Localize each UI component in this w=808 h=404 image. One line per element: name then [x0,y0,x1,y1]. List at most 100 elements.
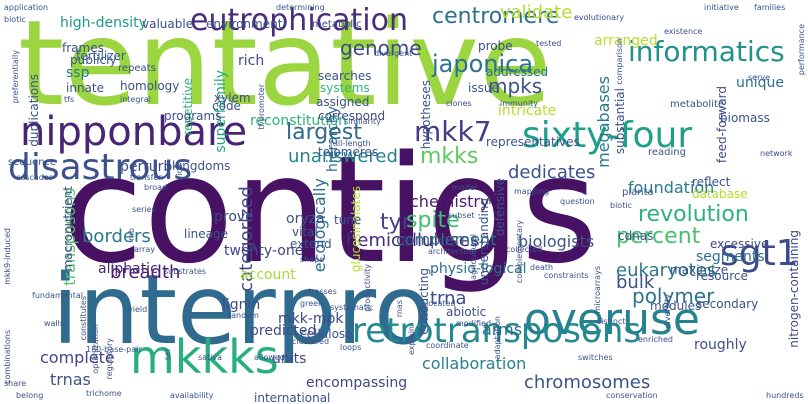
cloud-word: retrotransposons [352,311,642,351]
cloud-word: unanswered [288,146,398,167]
cloud-word: fundamental [32,291,83,300]
cloud-word: japonica [432,50,534,78]
cloud-word: searches [318,69,372,83]
cloud-word: kingdoms [172,159,231,173]
cloud-word: mkkks [130,330,279,384]
cloud-word: rich [238,53,265,69]
cloud-word: roughly [694,337,747,353]
cloud-word: segments [696,249,765,265]
cloud-word: predicted [250,323,317,339]
cloud-word: subset [448,211,475,220]
cloud-word: tune [334,213,362,227]
cloud-word: biotic [4,15,26,24]
cloud-word: application [4,3,49,12]
cloud-word: homology [120,79,180,93]
cloud-word: sixty-four [522,115,693,156]
cloud-word: systems [320,81,370,95]
cloud-word: tfs [64,95,75,104]
cloud-word: percent [616,224,701,249]
cloud-word: ssp [66,65,90,81]
cloud-word: distinct [596,317,626,326]
cloud-word: share [4,379,27,388]
cloud-word: allowed [254,353,285,362]
cloud-word: arms [482,320,523,339]
cloud-word: database [692,187,748,201]
cloud-word: centromere [432,4,560,29]
cloud-word: conservation [606,391,658,400]
cloud-word: international [254,391,331,404]
cloud-word: secondary [696,297,759,311]
cloud-word: resource [696,269,748,283]
cloud-word: oryza [286,211,325,227]
cloud-word: publicly [70,53,117,67]
cloud-word: macronutrient [61,186,75,272]
cloud-word: repetitive [181,78,195,136]
cloud-word: network [760,149,793,158]
cloud-word: aliphatic [98,261,158,277]
cloud-word: informatics [628,35,785,68]
cloud-word: nitrogen-containing [787,230,801,348]
cloud-word: switches [578,353,613,362]
cloud-word: rice [175,164,184,179]
cloud-word: megabases [594,76,613,168]
cloud-word: metabolic [312,19,362,30]
cloud-word: full-length [330,139,371,148]
cloud-word: divergent [374,49,413,58]
cloud-word: 180-base-pair [86,345,142,354]
cloud-word: tf/promoter [257,84,266,130]
cloud-word: constitutes [79,296,88,341]
cloud-word: performance [797,24,806,76]
cloud-word: biomass [720,111,770,125]
cloud-word: breadth [110,262,181,283]
cloud-word: mkk9-induced [3,228,12,285]
cloud-word: eutrophication [190,3,408,38]
cloud-word: sgt1 [720,233,799,274]
cloud-word: preferentially [11,50,20,104]
cloud-word: similarity [344,117,381,126]
cloud-word: validate [500,2,573,23]
cloud-word: mpks [488,74,543,98]
cloud-word: polymer [632,284,715,308]
cloud-word: collected [506,245,543,254]
cloud-word: spite [406,208,460,233]
cloud-word: intricate [498,103,557,119]
cloud-word: chromosomes [524,372,651,393]
cloud-word: eukaryotes [616,260,717,281]
cloud-word: trna [430,288,467,309]
cloud-word: architecture [428,247,477,256]
cloud-word: addressed [486,65,549,79]
cloud-word: substantial [613,88,627,155]
cloud-word: understanding [477,198,491,286]
cloud-word: repeats [118,63,156,74]
cloud-word: hemicelluloses [346,230,480,251]
cloud-word: lineage [184,227,229,241]
cloud-word: arranged [594,33,658,49]
cloud-word: complete [40,348,115,367]
cloud-word: abiotic [446,305,487,319]
cloud-word: tested [536,39,562,48]
cloud-word: environment [206,17,283,31]
cloud-word: clustered [292,337,330,346]
cloud-word: disastrous [8,147,193,188]
cloud-word: largest [286,120,362,145]
cloud-word: bulk [616,272,655,293]
cloud-word: green [300,299,324,308]
cloud-word: explain [407,326,416,356]
cloud-word: combinations [3,330,12,384]
cloud-word: units [272,351,307,367]
cloud-word: unique [736,75,785,91]
cloud-word: probe [478,39,513,53]
cloud-word: hundreds [766,391,804,400]
cloud-word: death [530,263,554,272]
cloud-word: mkks [420,144,479,169]
cloud-word: diversity [663,294,672,329]
cloud-word: comparison [615,38,624,85]
cloud-word: borders [82,226,151,247]
cloud-word: integral [120,95,151,104]
cloud-word: tandem [228,311,259,320]
cloud-word: cellulose [300,327,353,341]
cloud-word: complement [396,230,497,249]
cloud-word: representatives [486,135,580,149]
cloud-word: contigs [62,124,598,296]
